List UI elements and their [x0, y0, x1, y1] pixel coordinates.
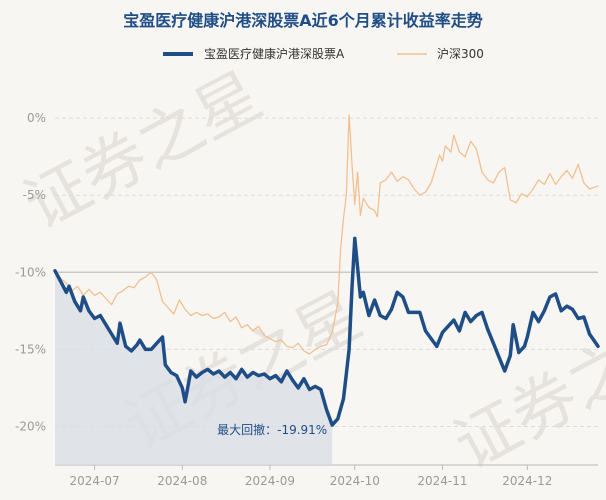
- index-line: [54, 114, 599, 355]
- x-tick-label: 2024-10: [330, 474, 380, 488]
- tick-layer: 0% -5% -10% -15% -20% 2024-07 2024-08 2024-09 20…: [15, 111, 552, 488]
- legend-label-index: 沪深300: [437, 47, 484, 61]
- legend: 宝盈医疗健康沪港深股票A 沪深300: [163, 46, 484, 61]
- fund-line: [53, 236, 600, 427]
- x-tick-label: 2024-12: [502, 474, 552, 488]
- watermark-text-1: 证券之星: [13, 59, 274, 245]
- y-tick-label: 0%: [27, 111, 46, 125]
- max-drawdown-label: 最大回撤：-19.91%: [217, 422, 327, 437]
- series-layer: [53, 114, 600, 427]
- watermark-text-3: 证券之星: [443, 299, 606, 485]
- y-tick-label: -10%: [15, 265, 46, 279]
- chart-title: 宝盈医疗健康沪港深股票A近6个月累计收益率走势: [123, 11, 483, 30]
- drawdown-fill-layer: [55, 270, 333, 465]
- y-tick-label: -5%: [23, 188, 46, 202]
- x-tick-label: 2024-07: [70, 474, 120, 488]
- x-tick-label: 2024-11: [417, 474, 467, 488]
- annotation-layer: 最大回撤：-19.91%: [217, 422, 327, 437]
- x-tick-label: 2024-09: [245, 474, 295, 488]
- legend-label-fund: 宝盈医疗健康沪港深股票A: [204, 46, 345, 61]
- y-tick-label: -20%: [15, 419, 46, 433]
- y-tick-label: -15%: [15, 342, 46, 356]
- x-tick-label: 2024-08: [157, 474, 207, 488]
- max-drawdown-area: [55, 270, 333, 465]
